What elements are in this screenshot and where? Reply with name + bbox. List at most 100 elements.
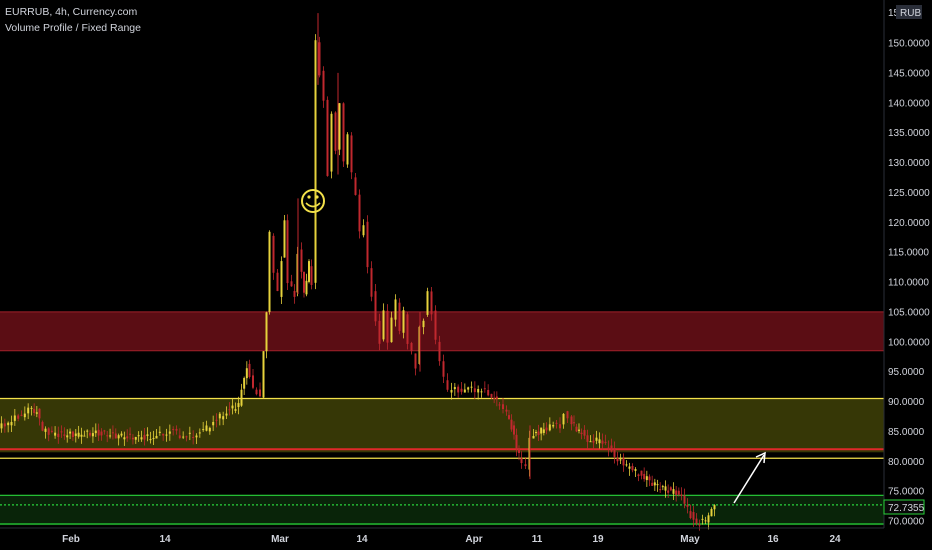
indicator-title[interactable]: Volume Profile / Fixed Range bbox=[5, 22, 141, 34]
candle-down bbox=[185, 436, 188, 438]
candle-down bbox=[386, 310, 389, 343]
candle-down bbox=[460, 388, 463, 392]
candle-up bbox=[27, 407, 30, 414]
candle-up bbox=[710, 509, 713, 517]
arrow-annotation[interactable] bbox=[733, 451, 766, 504]
candle-up bbox=[280, 261, 283, 297]
candle-up bbox=[330, 113, 333, 172]
candle-down bbox=[354, 177, 357, 195]
candle-down bbox=[610, 445, 613, 452]
time-axis[interactable]: Feb 14 Mar 14 Apr 11 19 May 16 24 bbox=[0, 527, 884, 545]
candle-up bbox=[672, 489, 675, 494]
candle-up bbox=[362, 225, 365, 236]
candle-down bbox=[518, 448, 520, 454]
smiley-eye-icon bbox=[307, 195, 311, 199]
candle-down bbox=[293, 290, 296, 297]
candle-down bbox=[583, 430, 586, 436]
candle-down bbox=[71, 431, 74, 438]
candle-up bbox=[707, 515, 710, 523]
candle-up bbox=[231, 405, 234, 409]
candle-down bbox=[515, 434, 518, 450]
candle-up bbox=[109, 435, 112, 437]
candle-down bbox=[575, 426, 578, 432]
candle-up bbox=[589, 441, 592, 443]
candle-down bbox=[33, 408, 36, 413]
zone-olive bbox=[0, 398, 884, 453]
candle-down bbox=[631, 465, 634, 471]
candle-down bbox=[111, 432, 114, 434]
candle-down bbox=[100, 431, 103, 436]
candle-down bbox=[38, 408, 41, 419]
candle-down bbox=[3, 423, 6, 427]
candle-up bbox=[237, 403, 240, 408]
candle-up bbox=[205, 425, 208, 431]
candle-up bbox=[463, 389, 466, 393]
candle-down bbox=[607, 447, 610, 450]
candle-up bbox=[470, 386, 473, 388]
currency-badge-label: RUB bbox=[900, 8, 921, 19]
candle-down bbox=[648, 476, 651, 481]
candle-up bbox=[77, 432, 80, 437]
time-tick-label: Apr bbox=[465, 534, 482, 545]
candle-down bbox=[57, 433, 60, 438]
candle-up bbox=[117, 435, 120, 439]
candle-up bbox=[305, 280, 308, 295]
price-tick-label: 145.0000 bbox=[888, 68, 930, 79]
candle-down bbox=[559, 424, 561, 429]
price-axis[interactable]: 15 RUB 150.0000 145.0000 140.0000 135.0000 1… bbox=[883, 0, 930, 528]
candle-down bbox=[457, 386, 460, 393]
candle-up bbox=[645, 476, 648, 481]
price-tick-label: 75.0000 bbox=[888, 487, 925, 498]
candle-up bbox=[134, 437, 137, 440]
candle-down bbox=[508, 415, 510, 419]
candle-down bbox=[303, 271, 305, 293]
candle-up bbox=[234, 409, 237, 411]
candle-up bbox=[208, 427, 211, 432]
candle-down bbox=[322, 70, 325, 101]
candle-up bbox=[91, 433, 94, 437]
candle-up bbox=[149, 439, 152, 441]
candle-down bbox=[695, 518, 698, 524]
candle-up bbox=[218, 413, 221, 419]
candle-down bbox=[366, 221, 369, 268]
smiley-annotation[interactable] bbox=[301, 189, 325, 213]
candle-up bbox=[10, 422, 13, 426]
candle-up bbox=[548, 424, 551, 431]
candle-down bbox=[60, 431, 63, 433]
candle-up bbox=[653, 482, 656, 486]
candle-up bbox=[467, 387, 470, 390]
candle-down bbox=[651, 482, 654, 486]
price-tick-label: 125.0000 bbox=[888, 188, 930, 199]
smiley-face-icon bbox=[301, 189, 325, 213]
candle-down bbox=[300, 249, 303, 272]
symbol-title[interactable]: EURRUB, 4h, Currency.com bbox=[5, 6, 138, 18]
candle-down bbox=[698, 524, 701, 526]
candle-up bbox=[450, 390, 453, 393]
candle-down bbox=[41, 421, 44, 431]
candle-down bbox=[175, 428, 178, 431]
candle-down bbox=[47, 428, 50, 435]
candle-up bbox=[390, 317, 393, 343]
candle-up bbox=[245, 368, 248, 379]
candle-down bbox=[89, 432, 92, 436]
currency-badge[interactable] bbox=[896, 5, 922, 19]
candle-up bbox=[701, 518, 704, 520]
candle-down bbox=[378, 320, 381, 344]
candle-up bbox=[146, 434, 149, 436]
candle-down bbox=[272, 235, 275, 273]
candle-down bbox=[586, 435, 589, 442]
candle-up bbox=[198, 432, 201, 434]
candle-up bbox=[422, 320, 425, 328]
candle-down bbox=[570, 416, 573, 425]
candle-down bbox=[374, 291, 377, 322]
candle-up bbox=[69, 431, 72, 434]
candle-down bbox=[643, 473, 646, 480]
candle-down bbox=[555, 422, 558, 424]
candle-up bbox=[664, 486, 667, 491]
candle-up bbox=[595, 437, 598, 441]
candle-up bbox=[268, 231, 271, 313]
price-tick-label: 130.0000 bbox=[888, 158, 930, 169]
candle-down bbox=[510, 419, 513, 430]
candle-down bbox=[410, 343, 413, 352]
